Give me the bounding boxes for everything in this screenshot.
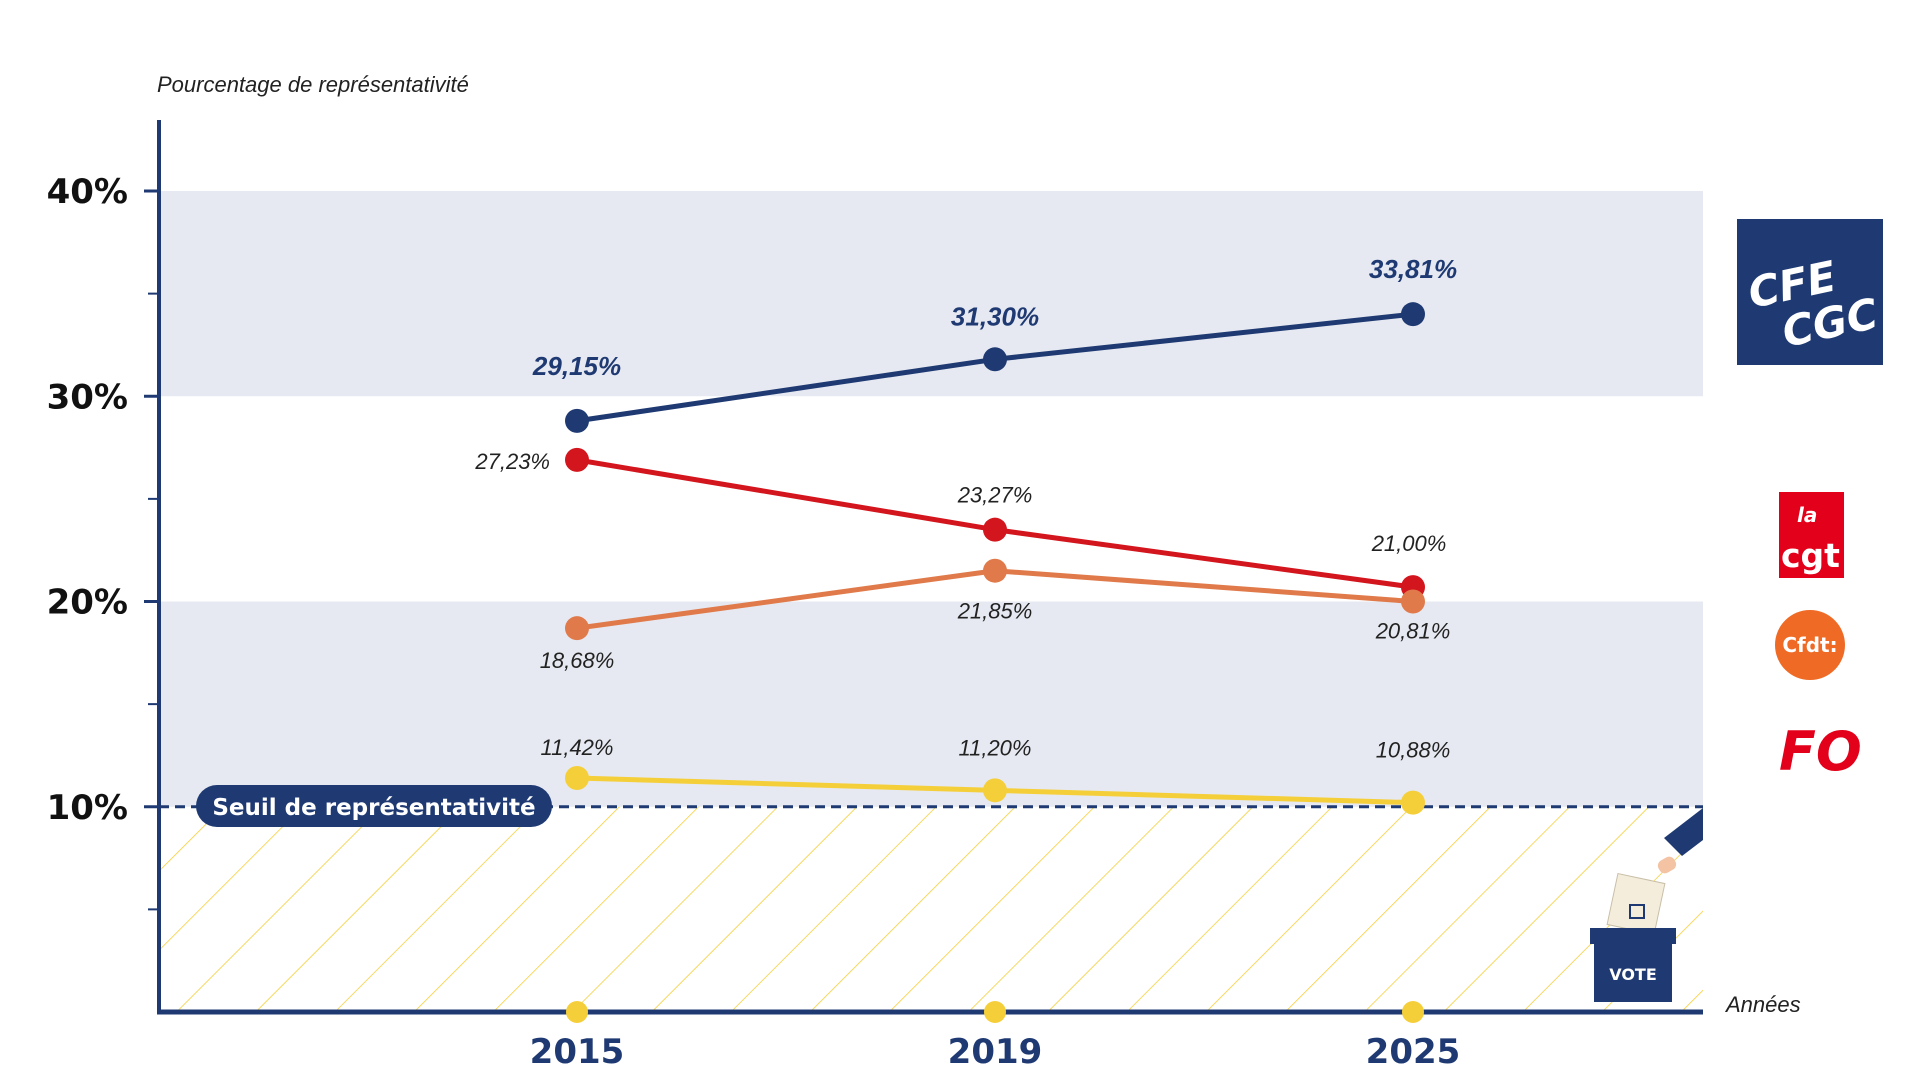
series-fo: 11,42% 11,20% 10,88% (541, 735, 1451, 815)
data-label-cgt: 23,27% (957, 483, 1033, 508)
data-point-cfe-cgc (1401, 302, 1425, 327)
data-label-fo: 10,88% (1376, 738, 1451, 763)
series-cgt: 27,23% 23,27% 21,00% (474, 447, 1447, 600)
svg-text:FO: FO (1779, 720, 1862, 783)
data-label-cfdt: 18,68% (540, 648, 615, 673)
y-tick-label: 30% (47, 377, 128, 417)
cfe-cgc-logo: CFE CGC (1737, 219, 1883, 365)
x-axis-ticks: 2015 2019 2025 (530, 1001, 1461, 1072)
data-point-cfdt (983, 558, 1007, 583)
threshold-label-pill (196, 785, 552, 827)
y-tick-label: 40% (47, 172, 128, 212)
cfdt-logo: Cfdt: (1775, 610, 1845, 680)
x-axis-marker (1402, 1001, 1424, 1023)
below-threshold-hatched-area (159, 806, 1703, 1012)
y-axis-ticks: 10% 20% 30% 40% (47, 172, 159, 911)
svg-text:cgt: cgt (1781, 536, 1840, 575)
x-axis-marker (984, 1001, 1006, 1023)
y-axis-title: Pourcentage de représentativité (157, 72, 469, 97)
data-label-fo: 11,20% (959, 735, 1032, 760)
data-point-cgt (983, 517, 1007, 542)
band-0 (159, 191, 1703, 397)
threshold-label-text: Seuil de représentativité (212, 795, 535, 821)
data-label-fo: 11,42% (541, 735, 614, 760)
data-point-cfdt (565, 616, 589, 641)
svg-text:la: la (1797, 503, 1817, 527)
x-tick-label: 2015 (530, 1032, 625, 1072)
y-tick-label: 20% (47, 583, 128, 623)
data-point-cfdt (1401, 589, 1425, 614)
x-tick-label: 2019 (948, 1032, 1043, 1072)
vote-label: VOTE (1609, 965, 1657, 984)
data-label-cgt: 21,00% (1371, 531, 1447, 556)
svg-text:Cfdt:: Cfdt: (1782, 633, 1837, 657)
x-axis-marker (566, 1001, 588, 1023)
data-label-cfdt: 21,85% (957, 599, 1033, 624)
data-label-cfe-cgc: 33,81% (1369, 254, 1457, 284)
data-point-cgt (565, 447, 589, 472)
data-point-cfe-cgc (565, 408, 589, 433)
y-tick-label: 10% (47, 788, 128, 828)
data-label-cfe-cgc: 29,15% (532, 351, 621, 381)
ballot-box-illustration: VOTE (1590, 808, 1703, 1002)
data-point-fo (1401, 790, 1425, 815)
fo-logo: FO (1779, 720, 1862, 783)
series-layer: 29,15%31,30%33,81%27,23%23,27%21,00%18,6… (474, 254, 1457, 815)
series-cfe-cgc: 29,15% 31,30% 33,81% (532, 254, 1457, 433)
data-point-fo (983, 778, 1007, 803)
x-axis-title: Années (1724, 992, 1801, 1017)
data-label-cgt: 27,23% (474, 449, 550, 474)
data-label-cfdt: 20,81% (1375, 619, 1451, 644)
data-label-cfe-cgc: 31,30% (951, 301, 1039, 331)
threshold-label: Seuil de représentativité (196, 785, 552, 827)
band-1 (159, 601, 1703, 807)
background-bands (159, 191, 1703, 807)
data-point-fo (565, 766, 589, 791)
cgt-logo: la cgt (1779, 492, 1844, 578)
x-tick-label: 2025 (1366, 1032, 1461, 1072)
data-point-cfe-cgc (983, 347, 1007, 372)
series-cfdt: 18,68% 21,85% 20,81% (540, 558, 1451, 673)
